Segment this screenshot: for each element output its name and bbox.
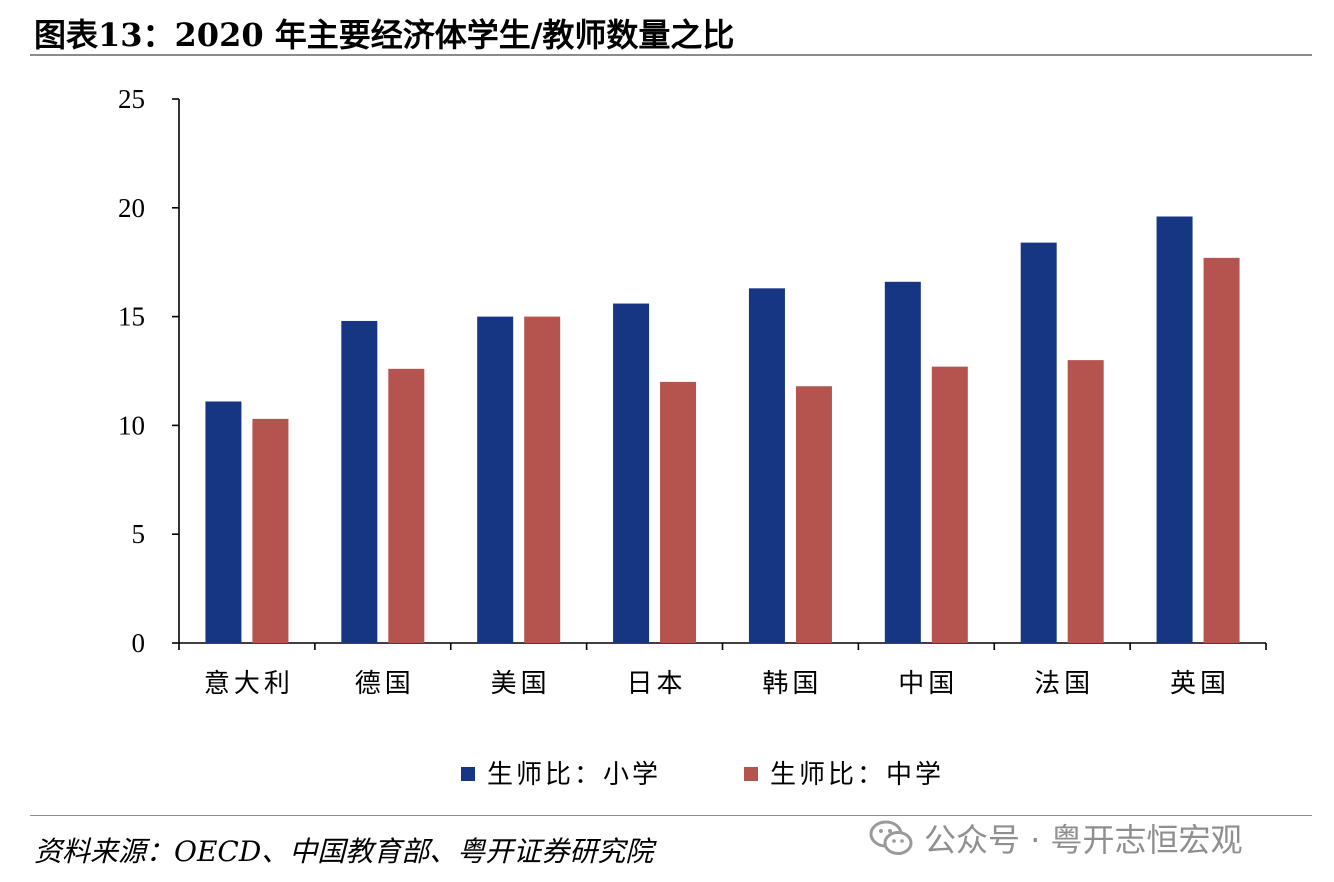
x-tick-label: 中国 [898,669,958,699]
x-tick-label: 意大利 [204,669,294,699]
y-tick-label: 0 [132,628,146,658]
legend-label: 生师比：小学 [487,760,661,790]
bar-secondary [931,366,968,643]
legend-swatch [744,767,758,781]
x-tick-label: 日本 [627,669,687,699]
y-tick-label: 10 [118,410,145,440]
y-tick-label: 5 [132,519,146,549]
x-tick-label: 美国 [491,669,551,699]
bar-chart: 0 5 10 15 20 25 意大利 德国 美国 日本 韩国 中国 法国 英国 生师比：小学 生师比：中学 [118,84,1267,790]
y-tick-label: 20 [118,193,145,223]
x-tick-label: 韩国 [762,669,822,699]
y-tick-label: 25 [118,84,145,114]
bar-primary [1156,216,1193,643]
chart-title: 图表13：2020 年主要经济体学生/教师数量之比 [34,16,735,54]
chart-legend: 生师比：小学 生师比：中学 [461,760,944,790]
bar-primary [748,288,785,643]
source-note: 资料来源：OECD、中国教育部、粤开证券研究院 [34,835,654,868]
x-tick-label: 法国 [1034,669,1094,699]
bar-primary [884,281,921,643]
bar-primary [1020,242,1057,643]
bar-primary [613,303,650,643]
bar-primary [341,320,378,643]
bar-secondary [660,381,697,643]
x-tick-label: 英国 [1170,669,1230,699]
bar-secondary [1067,360,1104,643]
bar-secondary [795,386,832,643]
bar-secondary [388,368,425,643]
x-tick-label: 德国 [355,669,415,699]
bar-secondary [1203,257,1240,643]
chart-bars [205,216,1240,643]
legend-swatch [461,767,475,781]
bar-secondary [252,418,289,643]
watermark-text: 公众号 · 粤开志恒宏观 [924,821,1243,859]
bar-primary [477,316,514,643]
bar-primary [205,401,242,643]
bar-secondary [524,316,561,643]
watermark: 公众号 · 粤开志恒宏观 [868,815,1243,861]
title-divider [30,54,1312,56]
footer-divider [30,815,1312,816]
wechat-icon [869,820,913,855]
legend-label: 生师比：中学 [770,760,944,790]
y-tick-label: 15 [118,302,145,332]
